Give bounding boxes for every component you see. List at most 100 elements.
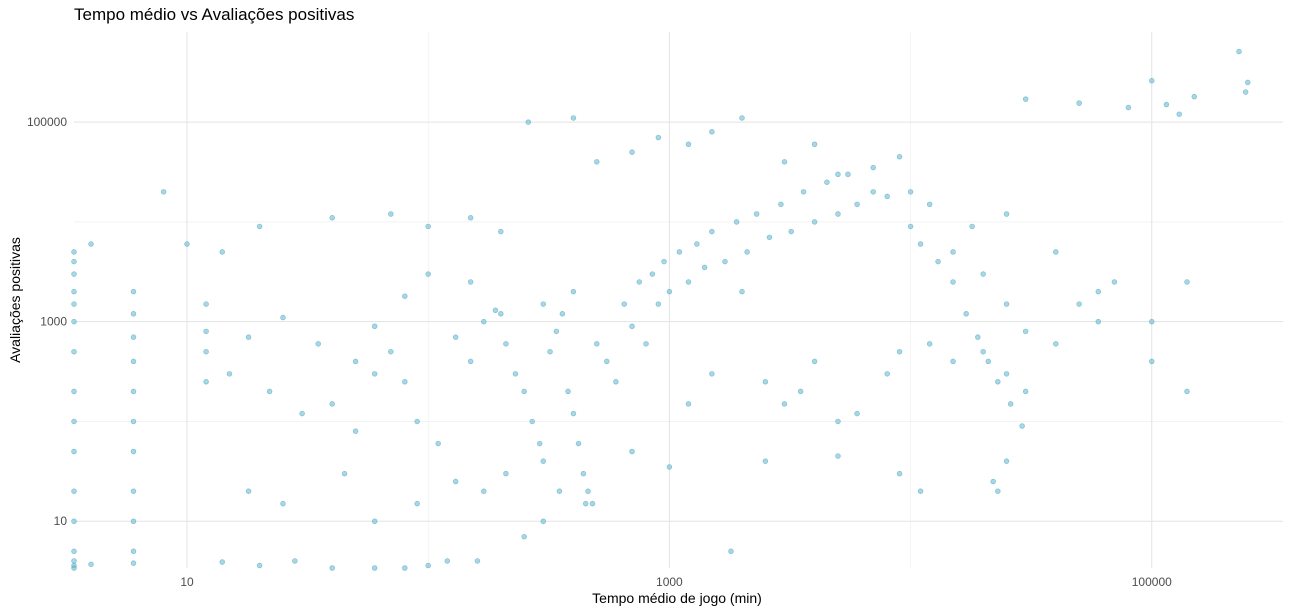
data-point bbox=[292, 558, 298, 564]
data-point bbox=[995, 488, 1001, 494]
data-point bbox=[553, 328, 560, 335]
data-point bbox=[1184, 388, 1190, 395]
data-point bbox=[492, 307, 499, 314]
data-point bbox=[594, 341, 600, 347]
data-point bbox=[1176, 111, 1183, 117]
data-point bbox=[352, 358, 359, 365]
data-point bbox=[425, 223, 431, 230]
data-point bbox=[414, 500, 420, 507]
data-point bbox=[1163, 101, 1170, 108]
data-point bbox=[315, 341, 321, 347]
data-point bbox=[854, 410, 860, 417]
data-point bbox=[917, 241, 924, 247]
data-point bbox=[130, 518, 137, 524]
data-point bbox=[870, 189, 876, 195]
data-point bbox=[425, 562, 431, 569]
data-point bbox=[781, 159, 788, 165]
data-point bbox=[388, 348, 394, 355]
data-point bbox=[811, 141, 818, 148]
data-point bbox=[256, 562, 263, 569]
data-point bbox=[990, 478, 996, 485]
data-point bbox=[371, 565, 378, 571]
data-point bbox=[1149, 358, 1155, 365]
data-point bbox=[467, 279, 474, 285]
data-point bbox=[926, 201, 933, 208]
data-point bbox=[753, 211, 760, 217]
data-point bbox=[685, 279, 692, 285]
data-point bbox=[299, 410, 305, 417]
data-point bbox=[1111, 279, 1118, 285]
data-point bbox=[1053, 249, 1059, 255]
data-point bbox=[565, 388, 571, 395]
data-point bbox=[835, 453, 841, 459]
data-point bbox=[556, 488, 563, 494]
data-point bbox=[884, 371, 890, 377]
data-point bbox=[130, 548, 137, 555]
data-point bbox=[130, 311, 137, 317]
data-point bbox=[570, 410, 577, 417]
data-point bbox=[854, 201, 860, 208]
data-point bbox=[245, 488, 252, 494]
data-point bbox=[709, 228, 715, 235]
data-point bbox=[226, 371, 233, 377]
data-point bbox=[870, 164, 876, 171]
data-point bbox=[1022, 96, 1029, 102]
y-tick-label: 10 bbox=[54, 514, 68, 528]
data-point bbox=[980, 271, 986, 277]
data-point bbox=[521, 533, 527, 540]
data-point bbox=[963, 311, 969, 317]
data-point bbox=[130, 334, 137, 340]
data-point bbox=[481, 488, 487, 494]
data-point bbox=[709, 129, 715, 135]
data-point bbox=[778, 201, 784, 208]
data-point bbox=[71, 518, 77, 524]
y-tick-label: 1000 bbox=[40, 315, 67, 329]
data-point bbox=[71, 301, 77, 307]
x-tick-label: 10 bbox=[180, 575, 194, 589]
data-point bbox=[452, 478, 459, 485]
data-point bbox=[604, 358, 610, 365]
data-point bbox=[613, 379, 619, 385]
data-point bbox=[444, 558, 451, 564]
x-tick-label: 1000 bbox=[656, 575, 683, 589]
data-point bbox=[728, 548, 734, 555]
grid-minor bbox=[74, 32, 1283, 568]
data-point bbox=[1095, 288, 1102, 295]
data-point bbox=[498, 311, 504, 317]
data-point bbox=[621, 301, 628, 307]
data-point bbox=[498, 228, 504, 235]
data-point bbox=[481, 318, 487, 325]
data-point bbox=[643, 341, 649, 347]
data-point bbox=[649, 271, 656, 277]
data-point bbox=[797, 388, 804, 395]
data-point bbox=[371, 323, 378, 329]
data-point bbox=[71, 271, 77, 277]
data-point bbox=[661, 258, 667, 265]
data-point bbox=[1149, 77, 1155, 84]
data-point bbox=[1095, 318, 1102, 325]
data-point bbox=[71, 418, 77, 425]
data-point bbox=[594, 159, 600, 165]
ticks-layer: 10 1000 100000 10 1000 100000 bbox=[27, 115, 1172, 589]
data-point bbox=[525, 119, 532, 125]
data-point bbox=[203, 379, 209, 385]
data-point bbox=[71, 258, 77, 265]
data-point bbox=[629, 323, 635, 329]
data-point bbox=[995, 379, 1001, 385]
data-point bbox=[585, 488, 591, 494]
data-point bbox=[71, 558, 77, 564]
data-point bbox=[71, 348, 77, 355]
data-point bbox=[1184, 279, 1190, 285]
data-point bbox=[969, 223, 975, 230]
data-point bbox=[582, 500, 589, 507]
data-point bbox=[371, 518, 378, 524]
data-point bbox=[1236, 48, 1242, 55]
data-point bbox=[766, 234, 773, 241]
data-point bbox=[435, 440, 441, 447]
data-point bbox=[130, 560, 137, 566]
data-point bbox=[589, 500, 596, 507]
data-point bbox=[388, 211, 394, 217]
data-point bbox=[467, 358, 474, 365]
data-point bbox=[402, 565, 408, 571]
